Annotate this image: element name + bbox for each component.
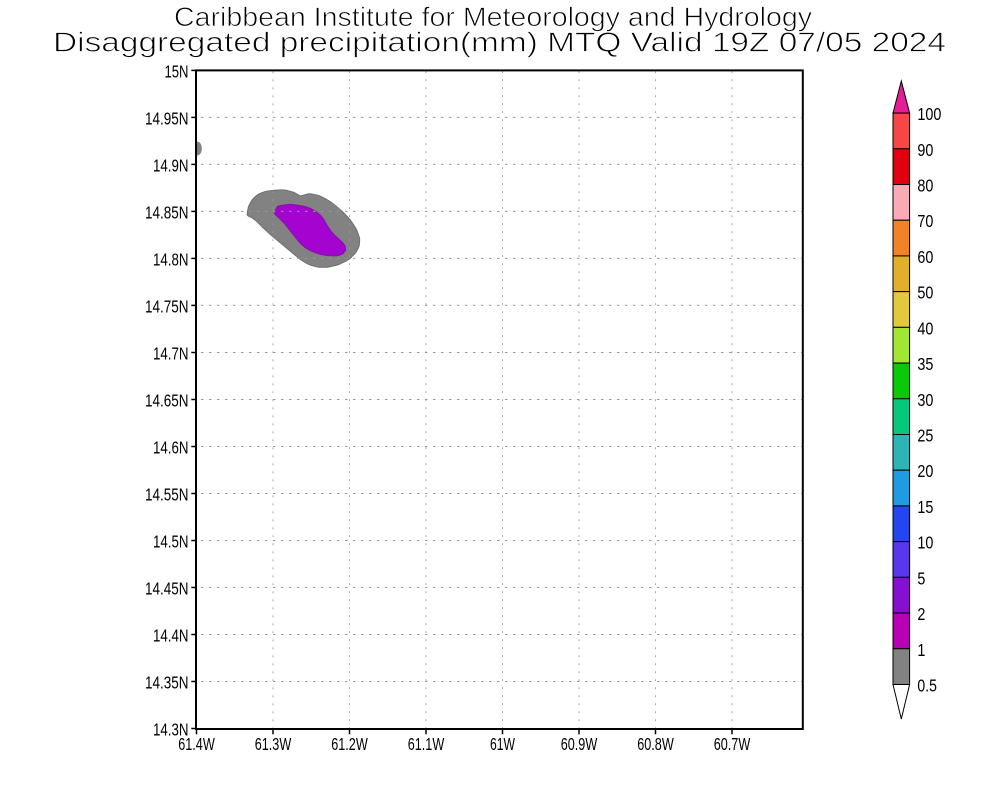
svg-text:90: 90 <box>917 140 933 160</box>
svg-text:60.8W: 60.8W <box>637 734 674 754</box>
svg-text:100: 100 <box>917 104 941 124</box>
svg-text:14.85N: 14.85N <box>145 202 189 222</box>
svg-text:15: 15 <box>917 497 933 517</box>
svg-text:0.5: 0.5 <box>917 676 937 696</box>
svg-text:70: 70 <box>917 211 933 231</box>
svg-text:14.65N: 14.65N <box>145 391 189 411</box>
svg-text:60: 60 <box>917 247 933 267</box>
svg-text:14.4N: 14.4N <box>153 626 189 646</box>
svg-text:61.3W: 61.3W <box>255 734 292 754</box>
svg-text:61.2W: 61.2W <box>331 734 368 754</box>
svg-text:14.35N: 14.35N <box>145 673 189 693</box>
svg-text:61W: 61W <box>490 734 515 754</box>
svg-text:61.4W: 61.4W <box>178 734 215 754</box>
svg-text:35: 35 <box>917 354 933 374</box>
svg-text:1: 1 <box>917 640 925 660</box>
svg-text:50: 50 <box>917 283 933 303</box>
svg-text:20: 20 <box>917 461 933 481</box>
svg-text:40: 40 <box>917 318 933 338</box>
svg-text:14.3N: 14.3N <box>153 720 189 740</box>
svg-text:14.5N: 14.5N <box>153 532 189 552</box>
svg-text:14.95N: 14.95N <box>145 108 189 128</box>
svg-text:80: 80 <box>917 176 933 196</box>
svg-text:14.8N: 14.8N <box>153 249 189 269</box>
svg-text:14.7N: 14.7N <box>153 344 189 364</box>
svg-text:14.75N: 14.75N <box>145 296 189 316</box>
svg-text:60.7W: 60.7W <box>714 734 751 754</box>
svg-text:5: 5 <box>917 568 925 588</box>
svg-text:14.9N: 14.9N <box>153 155 189 175</box>
svg-text:60.9W: 60.9W <box>561 734 598 754</box>
svg-text:61.1W: 61.1W <box>408 734 445 754</box>
svg-text:Disaggregated precipitation(mm: Disaggregated precipitation(mm) MTQ Vali… <box>53 27 946 58</box>
svg-text:14.55N: 14.55N <box>145 485 189 505</box>
svg-text:30: 30 <box>917 390 933 410</box>
svg-text:10: 10 <box>917 533 933 553</box>
svg-text:Caribbean Institute for Meteor: Caribbean Institute for Meteorology and … <box>174 1 812 32</box>
svg-text:14.45N: 14.45N <box>145 579 189 599</box>
svg-text:2: 2 <box>917 604 925 624</box>
svg-text:15N: 15N <box>165 61 189 81</box>
svg-text:14.6N: 14.6N <box>153 438 189 458</box>
svg-text:25: 25 <box>917 426 933 446</box>
